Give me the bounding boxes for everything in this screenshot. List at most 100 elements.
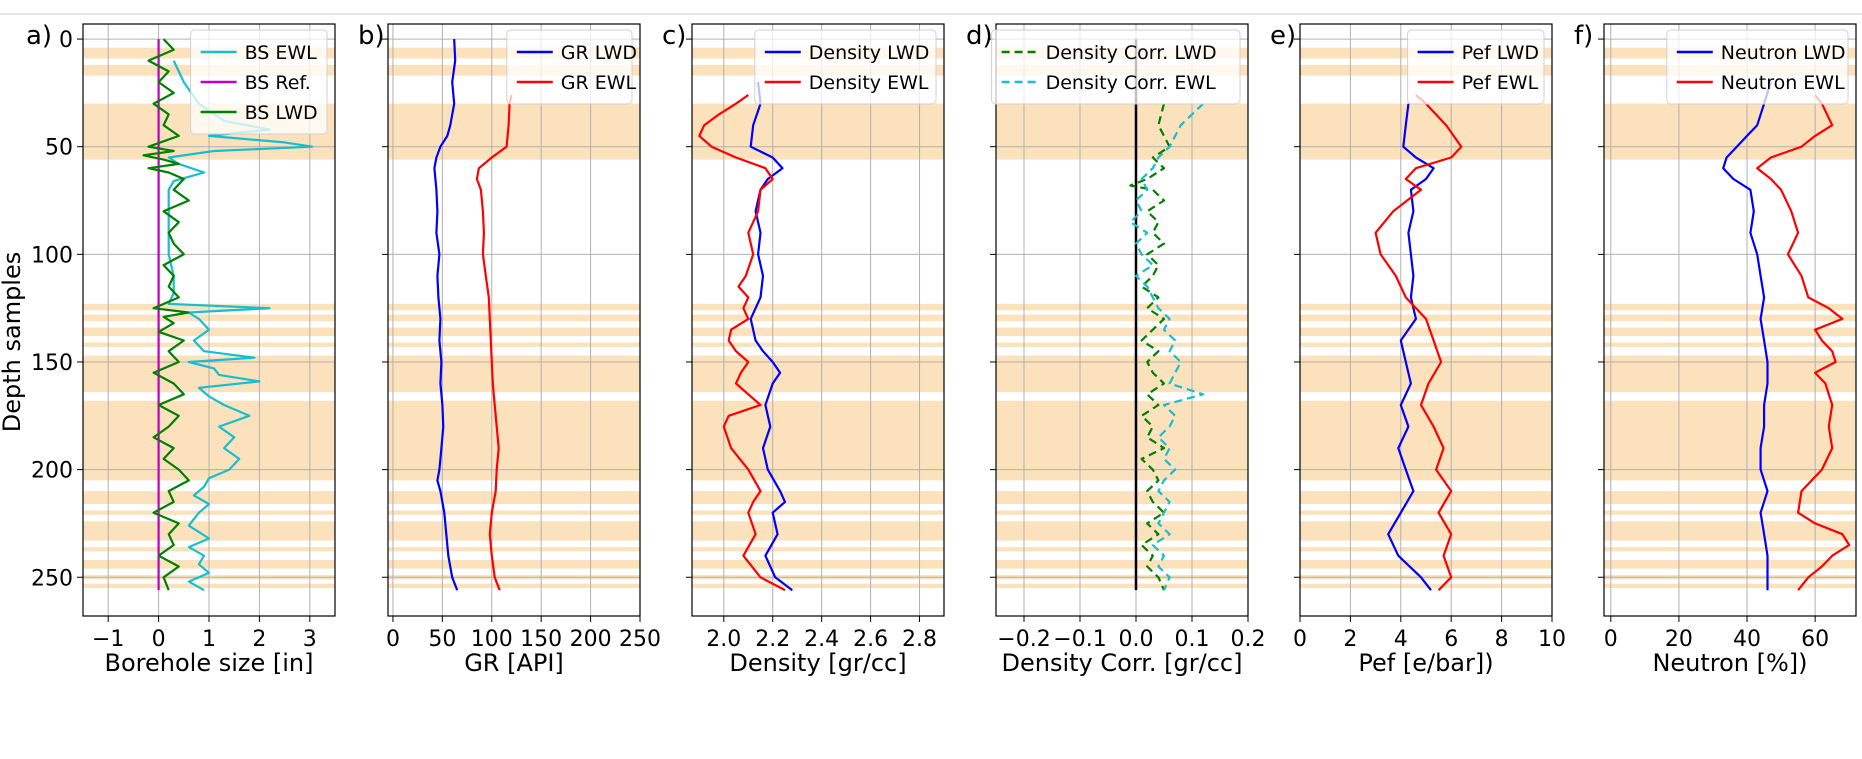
legend-entry: Density Corr. EWL — [1046, 72, 1217, 94]
x-tick-label: 2 — [1343, 627, 1357, 652]
shaded-interval — [1300, 355, 1552, 393]
shaded-interval — [1604, 303, 1856, 311]
x-axis-label: Density Corr. [gr/cc] — [1002, 649, 1243, 677]
x-axis-label: Density [gr/cc] — [729, 649, 906, 677]
shaded-interval — [692, 510, 944, 515]
y-tick-label: 200 — [31, 459, 73, 484]
shaded-interval — [1604, 510, 1856, 515]
panel-0: −1 0 1 2 3 0 50 100 150 200 250 Borehole size [in] a… — [26, 21, 336, 677]
shaded-interval — [1300, 560, 1552, 569]
shaded-interval — [996, 355, 1248, 393]
x-tick-label: 0.2 — [1231, 627, 1266, 652]
shaded-interval — [692, 303, 944, 311]
series-line-2 — [142, 38, 190, 591]
x-tick-label: 50 — [428, 627, 456, 652]
shaded-interval — [996, 103, 1248, 160]
x-tick-label: 6 — [1444, 627, 1458, 652]
x-axis-label: Borehole size [in] — [105, 649, 314, 677]
legend-entry: Density Corr. LWD — [1046, 42, 1217, 64]
x-tick-label: 2 — [252, 627, 266, 652]
legend-box — [190, 29, 328, 135]
shaded-interval — [388, 303, 640, 311]
shaded-interval — [692, 327, 944, 337]
shaded-interval — [1604, 314, 1856, 322]
legend: Neutron LWD Neutron EWL — [1666, 29, 1849, 105]
shaded-interval — [1604, 491, 1856, 505]
shaded-interval — [1300, 303, 1552, 311]
x-tick-label: 0 — [152, 627, 166, 652]
shaded-interval — [692, 521, 944, 541]
shaded-interval — [388, 521, 640, 541]
x-tick-label: 1 — [202, 627, 216, 652]
shaded-interval — [1300, 547, 1552, 552]
shaded-interval — [1300, 103, 1552, 160]
x-axis-label: GR [API] — [464, 649, 564, 677]
y-tick-label: 100 — [31, 243, 73, 268]
shaded-interval — [1604, 355, 1856, 393]
x-tick-label: −1 — [92, 627, 124, 652]
plot-body — [388, 24, 640, 616]
shaded-interval — [996, 342, 1248, 347]
legend: Density LWD Density EWL — [754, 29, 937, 105]
shaded-interval — [388, 327, 640, 337]
shaded-interval — [692, 342, 944, 347]
shaded-interval — [996, 547, 1248, 552]
legend-entry: BS EWL — [245, 42, 318, 64]
shaded-interval — [996, 303, 1248, 311]
x-axis-label: Pef [e/bar]) — [1358, 649, 1493, 677]
plot-body — [692, 24, 944, 616]
plot-frame — [387, 23, 641, 617]
shaded-interval — [692, 560, 944, 569]
series-line-0 — [1387, 103, 1435, 591]
legend-entry: Density EWL — [809, 72, 929, 94]
plot-frame — [995, 23, 1249, 617]
legend-entry: GR EWL — [561, 72, 637, 94]
shaded-interval — [692, 400, 944, 481]
x-tick-label: 4 — [1394, 627, 1408, 652]
legend-box — [754, 29, 937, 105]
shaded-interval — [692, 103, 944, 160]
shaded-interval — [996, 560, 1248, 569]
shaded-interval — [996, 510, 1248, 515]
shaded-interval — [388, 560, 640, 569]
y-tick-label: 150 — [31, 351, 73, 376]
plot-frame — [691, 23, 945, 617]
x-tick-label: 2.6 — [853, 627, 888, 652]
x-tick-label: 250 — [619, 627, 661, 652]
legend-entry: BS Ref. — [245, 72, 311, 94]
shaded-interval — [996, 491, 1248, 505]
legend-entry: Pef EWL — [1462, 72, 1539, 94]
series-line-0 — [433, 39, 459, 591]
shaded-interval — [1604, 547, 1856, 552]
x-tick-label: 2.4 — [804, 627, 839, 652]
shaded-interval — [388, 400, 640, 481]
x-tick-label: 2.0 — [706, 627, 741, 652]
shaded-interval — [1604, 400, 1856, 481]
shaded-interval — [1300, 491, 1552, 505]
x-tick-label: 3 — [303, 627, 317, 652]
legend: BS EWL BS Ref. BS LWD — [190, 29, 328, 135]
legend-box — [1666, 29, 1849, 105]
series-line-0 — [1722, 81, 1772, 591]
shaded-interval — [1604, 521, 1856, 541]
legend-entry: GR LWD — [561, 42, 637, 64]
shaded-interval — [996, 583, 1248, 589]
legend: Density Corr. LWD Density Corr. EWL — [991, 29, 1241, 105]
shaded-interval — [1300, 342, 1552, 347]
series-line-1 — [698, 94, 786, 592]
x-tick-label: 60 — [1801, 627, 1829, 652]
legend-entry: Neutron EWL — [1721, 72, 1845, 94]
panel-letter: e) — [1270, 21, 1296, 51]
shaded-interval — [388, 103, 640, 160]
x-tick-label: 200 — [570, 627, 612, 652]
x-tick-label: 150 — [520, 627, 562, 652]
shaded-interval — [388, 342, 640, 347]
x-axis-label: Neutron [%]) — [1652, 649, 1807, 677]
panel-4: 0 2 4 6 8 10 Pef [e/bar]) e) Pef LWD Pef EWL — [1270, 21, 1566, 677]
shaded-interval — [692, 547, 944, 552]
x-tick-label: 100 — [471, 627, 513, 652]
